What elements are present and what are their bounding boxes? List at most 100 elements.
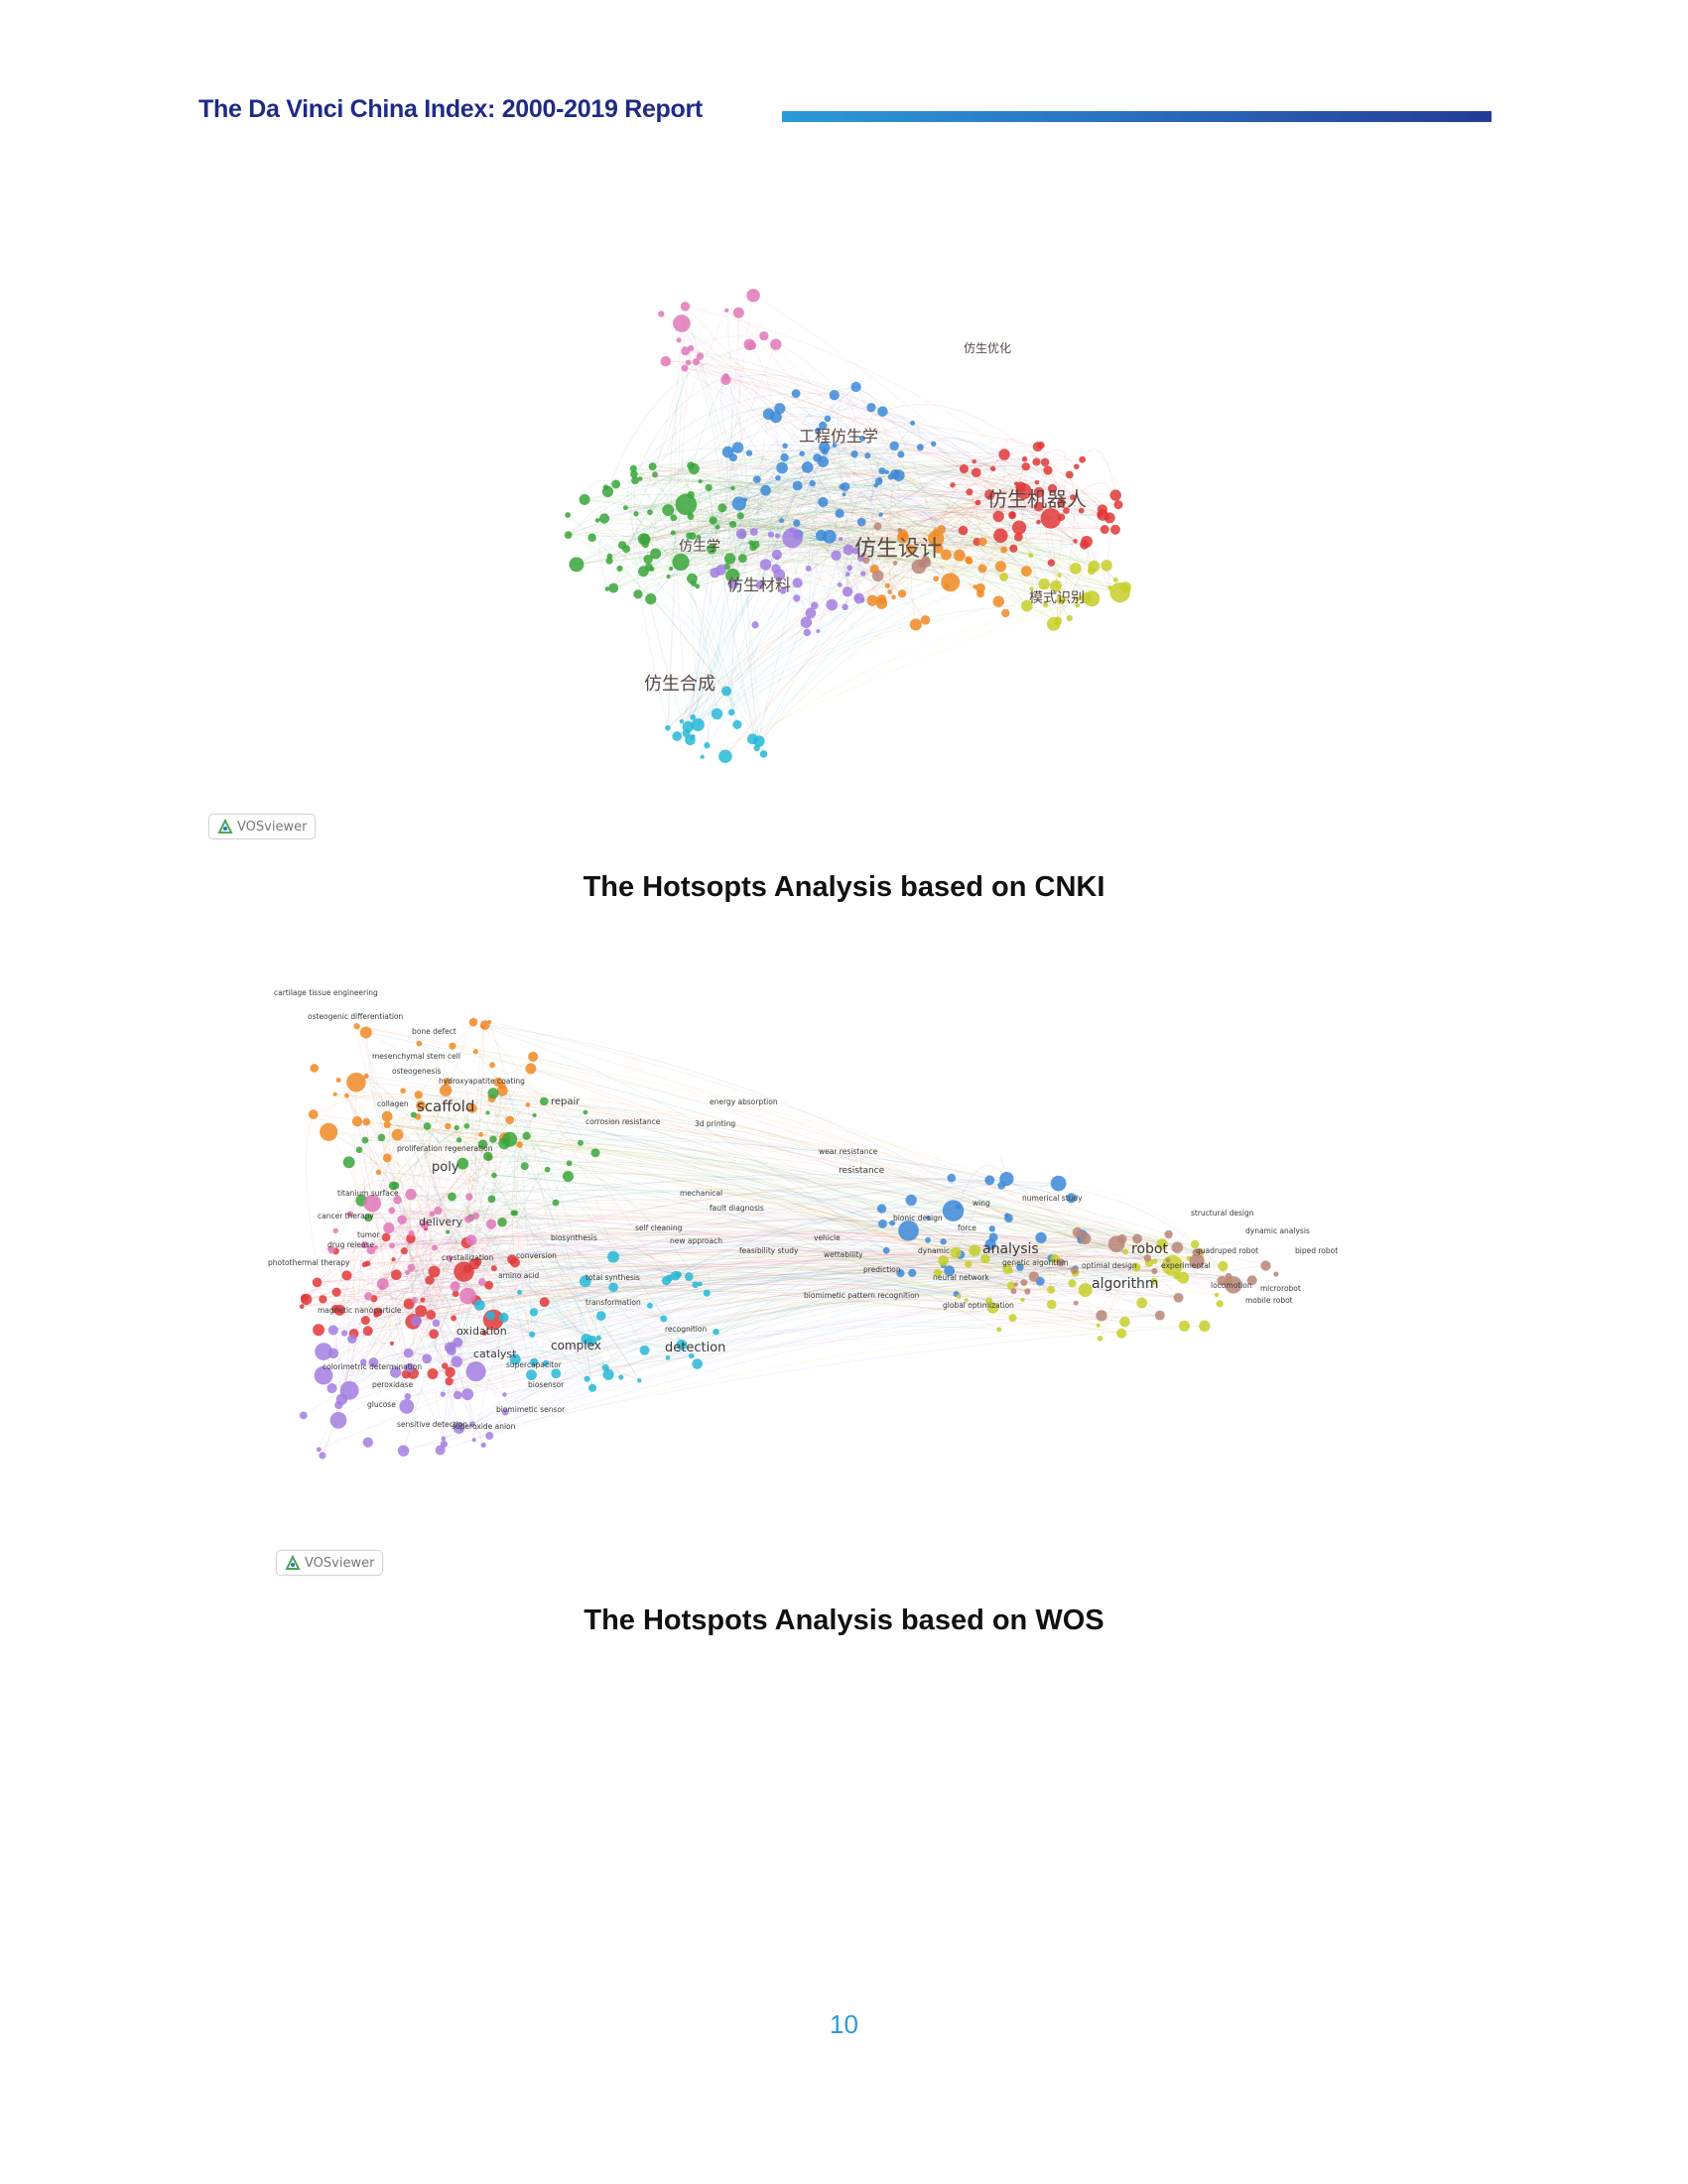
network-link [855, 386, 1071, 619]
network-node [749, 528, 758, 537]
network-link [403, 1326, 1205, 1452]
network-node [755, 580, 765, 589]
network-node [423, 1122, 432, 1130]
network-node [526, 1369, 537, 1381]
network-link [419, 1043, 505, 1395]
network-node [892, 469, 905, 482]
network-link [452, 1091, 503, 1347]
network-node [361, 1136, 369, 1144]
network-node [686, 532, 693, 540]
network-link [823, 460, 947, 556]
network-link [756, 484, 954, 749]
network-node [459, 1287, 476, 1305]
network-link [393, 1216, 471, 1260]
network-node [363, 1073, 369, 1079]
network-link [331, 1352, 451, 1389]
network-link [691, 1183, 1059, 1356]
network-node [770, 338, 782, 350]
network-node [487, 1019, 492, 1025]
network-node [682, 729, 691, 738]
network-link [681, 535, 822, 722]
network-link [1013, 526, 1105, 550]
network-link [426, 1143, 505, 1359]
network-link [377, 1311, 453, 1351]
wos-keyword-label: genetic algorithm [1002, 1258, 1068, 1267]
network-link [568, 534, 727, 692]
network-link [591, 537, 764, 755]
network-node [399, 1399, 415, 1414]
network-link [667, 621, 807, 728]
network-link [585, 1274, 1184, 1340]
network-link [431, 1258, 1056, 1316]
network-node [931, 441, 937, 448]
network-link [604, 1343, 692, 1368]
network-link [860, 468, 965, 559]
network-link [462, 1160, 883, 1224]
network-link [714, 505, 1067, 574]
network-node [388, 1207, 396, 1215]
network-link [408, 1288, 957, 1353]
network-link [902, 518, 937, 538]
network-node [453, 1421, 465, 1434]
network-link [902, 496, 1110, 535]
network-link [708, 487, 758, 749]
network-node [692, 1281, 700, 1289]
network-node [760, 484, 771, 496]
network-node [598, 513, 610, 524]
network-node [751, 621, 759, 629]
network-link [920, 437, 1017, 484]
network-node [569, 557, 584, 573]
network-node [866, 402, 876, 413]
network-link [438, 1139, 483, 1212]
network-link [1038, 506, 1090, 598]
network-link [1031, 461, 1044, 589]
network-node [400, 1088, 407, 1094]
network-link [381, 1127, 488, 1157]
network-link [720, 557, 1004, 578]
network-link [608, 450, 826, 562]
network-node [1006, 1281, 1016, 1290]
network-link [824, 447, 894, 598]
wos-vosviewer-badge: VOSviewer [276, 1550, 384, 1576]
network-link [430, 1247, 445, 1316]
network-link [488, 1215, 1007, 1286]
page-number: 10 [830, 2009, 858, 2039]
network-node [1046, 1299, 1057, 1310]
network-node [843, 544, 854, 556]
network-node [391, 1257, 396, 1262]
network-link [391, 1127, 457, 1212]
network-node [662, 504, 675, 517]
network-node [745, 450, 753, 456]
network-link [484, 1024, 1009, 1219]
network-node [1024, 1288, 1031, 1295]
network-node [465, 1361, 486, 1382]
network-node [647, 1302, 653, 1309]
wos-keyword-label: biosensor [528, 1380, 565, 1389]
network-node [873, 522, 882, 531]
network-node [782, 527, 803, 549]
network-link [502, 1090, 1190, 1259]
network-node [416, 1100, 426, 1110]
network-node [622, 505, 628, 511]
network-link [689, 1269, 1016, 1285]
network-link [493, 1173, 1201, 1252]
network-link [491, 1199, 1198, 1262]
network-node [487, 1195, 496, 1204]
network-node [507, 1254, 517, 1265]
network-link [568, 523, 674, 536]
network-node [629, 464, 637, 472]
network-node [497, 1218, 507, 1227]
network-link [489, 1206, 959, 1437]
network-link [585, 1243, 1163, 1340]
network-node [799, 450, 805, 456]
network-node [359, 1358, 367, 1365]
network-link [692, 508, 1067, 579]
network-link [349, 1211, 1073, 1284]
network-node [725, 568, 740, 583]
network-node [897, 450, 905, 458]
network-link [531, 1285, 614, 1335]
network-node [389, 1366, 402, 1378]
network-link [452, 1270, 938, 1347]
network-node [779, 518, 785, 524]
network-link [305, 1295, 606, 1368]
